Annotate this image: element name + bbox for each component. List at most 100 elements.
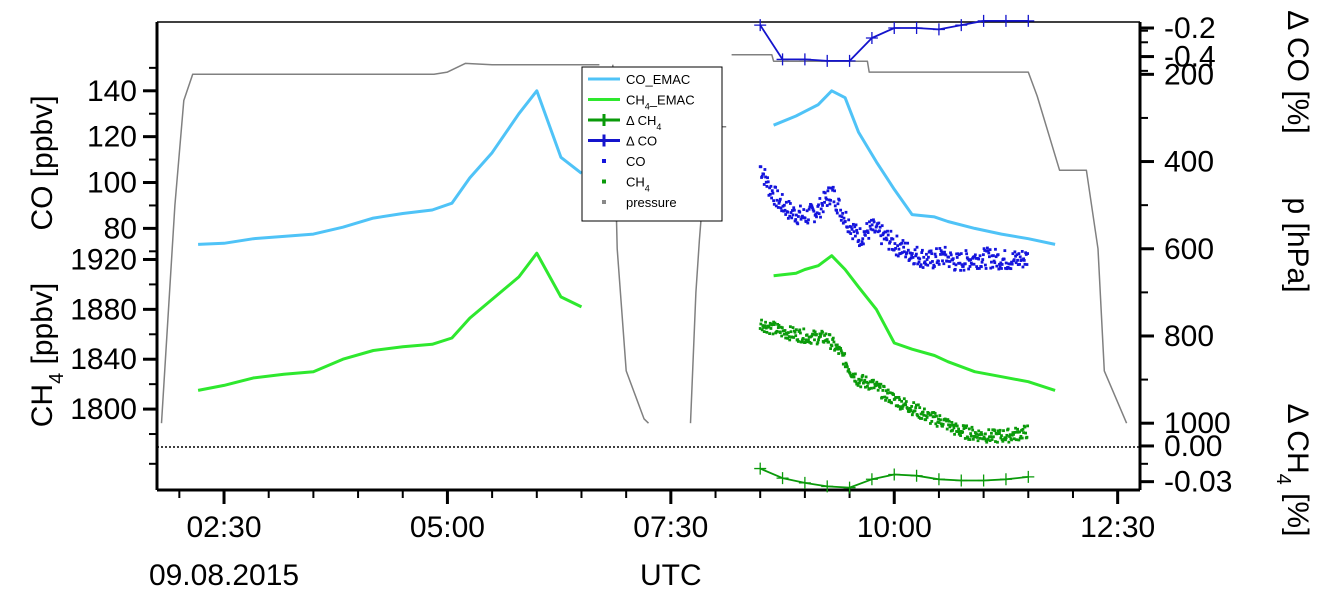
- co-obs-point: [815, 215, 818, 219]
- ch4-obs-point: [987, 428, 991, 432]
- co-obs-point: [825, 204, 829, 207]
- ch4-obs-point: [970, 425, 974, 429]
- co-obs-point: [1025, 263, 1029, 266]
- ch4-emac-line: [197, 251, 583, 392]
- ch4-obs-point: [775, 329, 779, 333]
- ch4-obs-point: [965, 424, 969, 428]
- pressure-tick-label: 200: [1164, 58, 1214, 91]
- ch4-obs-point: [963, 437, 967, 440]
- co-obs-point: [902, 250, 906, 254]
- co-obs-point: [919, 263, 923, 267]
- ch4-obs-point: [845, 365, 849, 369]
- ch4-obs-point: [947, 423, 950, 427]
- ch4-obs-point: [888, 391, 892, 395]
- delta-ch4-marker: [754, 462, 767, 475]
- co-obs-point: [774, 185, 778, 189]
- legend-dot-symbol: [602, 159, 606, 163]
- co-obs-point: [1010, 262, 1014, 266]
- co-obs-point: [875, 224, 879, 228]
- ch4-obs-point: [773, 321, 777, 325]
- co-obs-point: [994, 247, 997, 251]
- ch4-obs-point: [801, 337, 805, 340]
- ch4-obs-point: [910, 413, 914, 417]
- ch4-obs-point: [883, 395, 887, 399]
- co-obs-point: [835, 211, 839, 215]
- ch4-obs-point: [923, 407, 926, 411]
- ch4-obs-point: [1001, 439, 1005, 443]
- ch4-obs-point: [920, 417, 924, 420]
- co-obs-point: [887, 247, 891, 251]
- co-obs-point: [931, 260, 934, 263]
- legend-entry-label: pressure: [626, 195, 677, 210]
- ch4-obs-point: [823, 334, 826, 337]
- co-obs-point: [868, 224, 872, 228]
- ch4-obs-point: [1014, 438, 1018, 442]
- co-obs-point: [920, 248, 924, 252]
- co-obs-point: [994, 255, 998, 259]
- co-obs-point: [790, 209, 794, 212]
- ch4-obs-point: [980, 433, 984, 436]
- co-obs-point: [831, 185, 835, 189]
- ch4-obs-point: [875, 380, 879, 384]
- co-obs-point: [990, 260, 993, 264]
- ch4-obs-point: [919, 412, 923, 416]
- ch4-obs-point: [1005, 433, 1009, 437]
- ch4-obs-point: [876, 388, 880, 392]
- co-obs-point: [978, 254, 982, 258]
- co-obs-point: [839, 218, 843, 222]
- ch4-obs-point: [857, 381, 861, 385]
- co-obs-point: [975, 265, 979, 268]
- ch4-obs-point: [769, 327, 773, 330]
- co-emac-line: [198, 89, 583, 246]
- pressure-axis-title: p [hPa]: [1281, 197, 1314, 292]
- ch4-obs-point: [1014, 426, 1017, 430]
- ch4-obs-point: [803, 341, 807, 344]
- ch4-obs-point: [863, 378, 867, 382]
- ch4-obs-point: [900, 407, 904, 410]
- co-obs-point: [894, 253, 898, 257]
- co-obs-point: [959, 252, 963, 256]
- co-obs-point: [766, 180, 770, 184]
- ch4-axis-title: CH4 [ppbv]: [26, 283, 68, 428]
- delta-co-marker: [776, 53, 789, 66]
- co-obs-point: [813, 220, 816, 224]
- ch4-obs-point: [916, 403, 920, 407]
- ch4-obs-point: [933, 415, 936, 419]
- co-obs-point: [941, 259, 944, 263]
- legend-dot-symbol: [602, 200, 606, 204]
- dco-axis-title: Δ CO [%]: [1281, 10, 1314, 133]
- ch4-obs-point: [793, 330, 797, 334]
- co-tick-label: 80: [104, 212, 137, 245]
- co-obs-point: [784, 213, 788, 216]
- co-obs-point: [1018, 255, 1022, 259]
- ch4-emac-line: [773, 254, 1056, 392]
- co-obs-point: [793, 219, 797, 223]
- ch4-obs-point: [995, 432, 999, 436]
- co-obs-point: [906, 248, 910, 252]
- co-obs-point: [937, 259, 940, 263]
- ch4-obs-point: [839, 349, 843, 353]
- co-obs-point: [780, 193, 784, 196]
- ch4-obs-point: [951, 423, 955, 427]
- ch4-obs-point: [772, 323, 776, 327]
- delta-co-marker: [999, 14, 1012, 27]
- co-obs-point: [886, 229, 889, 233]
- ch4-tick-label: 1800: [70, 393, 137, 426]
- co-obs-point: [1023, 262, 1027, 266]
- ch4-obs-point: [898, 398, 902, 402]
- ch4-obs-point: [969, 434, 973, 438]
- ch4-obs-point: [945, 427, 949, 431]
- co-axis-title: CO [ppbv]: [26, 95, 59, 230]
- co-obs-point: [866, 229, 869, 233]
- ch4-obs-point: [860, 378, 863, 382]
- ch4-obs-point: [937, 417, 940, 421]
- co-obs-point: [1020, 250, 1024, 253]
- co-obs-point: [942, 262, 946, 266]
- co-obs-point: [844, 210, 848, 214]
- pressure-line: [731, 53, 1128, 424]
- ch4-obs-point: [851, 372, 855, 376]
- ch4-obs-point: [1017, 438, 1021, 442]
- ch4-obs-point: [964, 426, 968, 430]
- ch4-obs-point: [895, 396, 899, 399]
